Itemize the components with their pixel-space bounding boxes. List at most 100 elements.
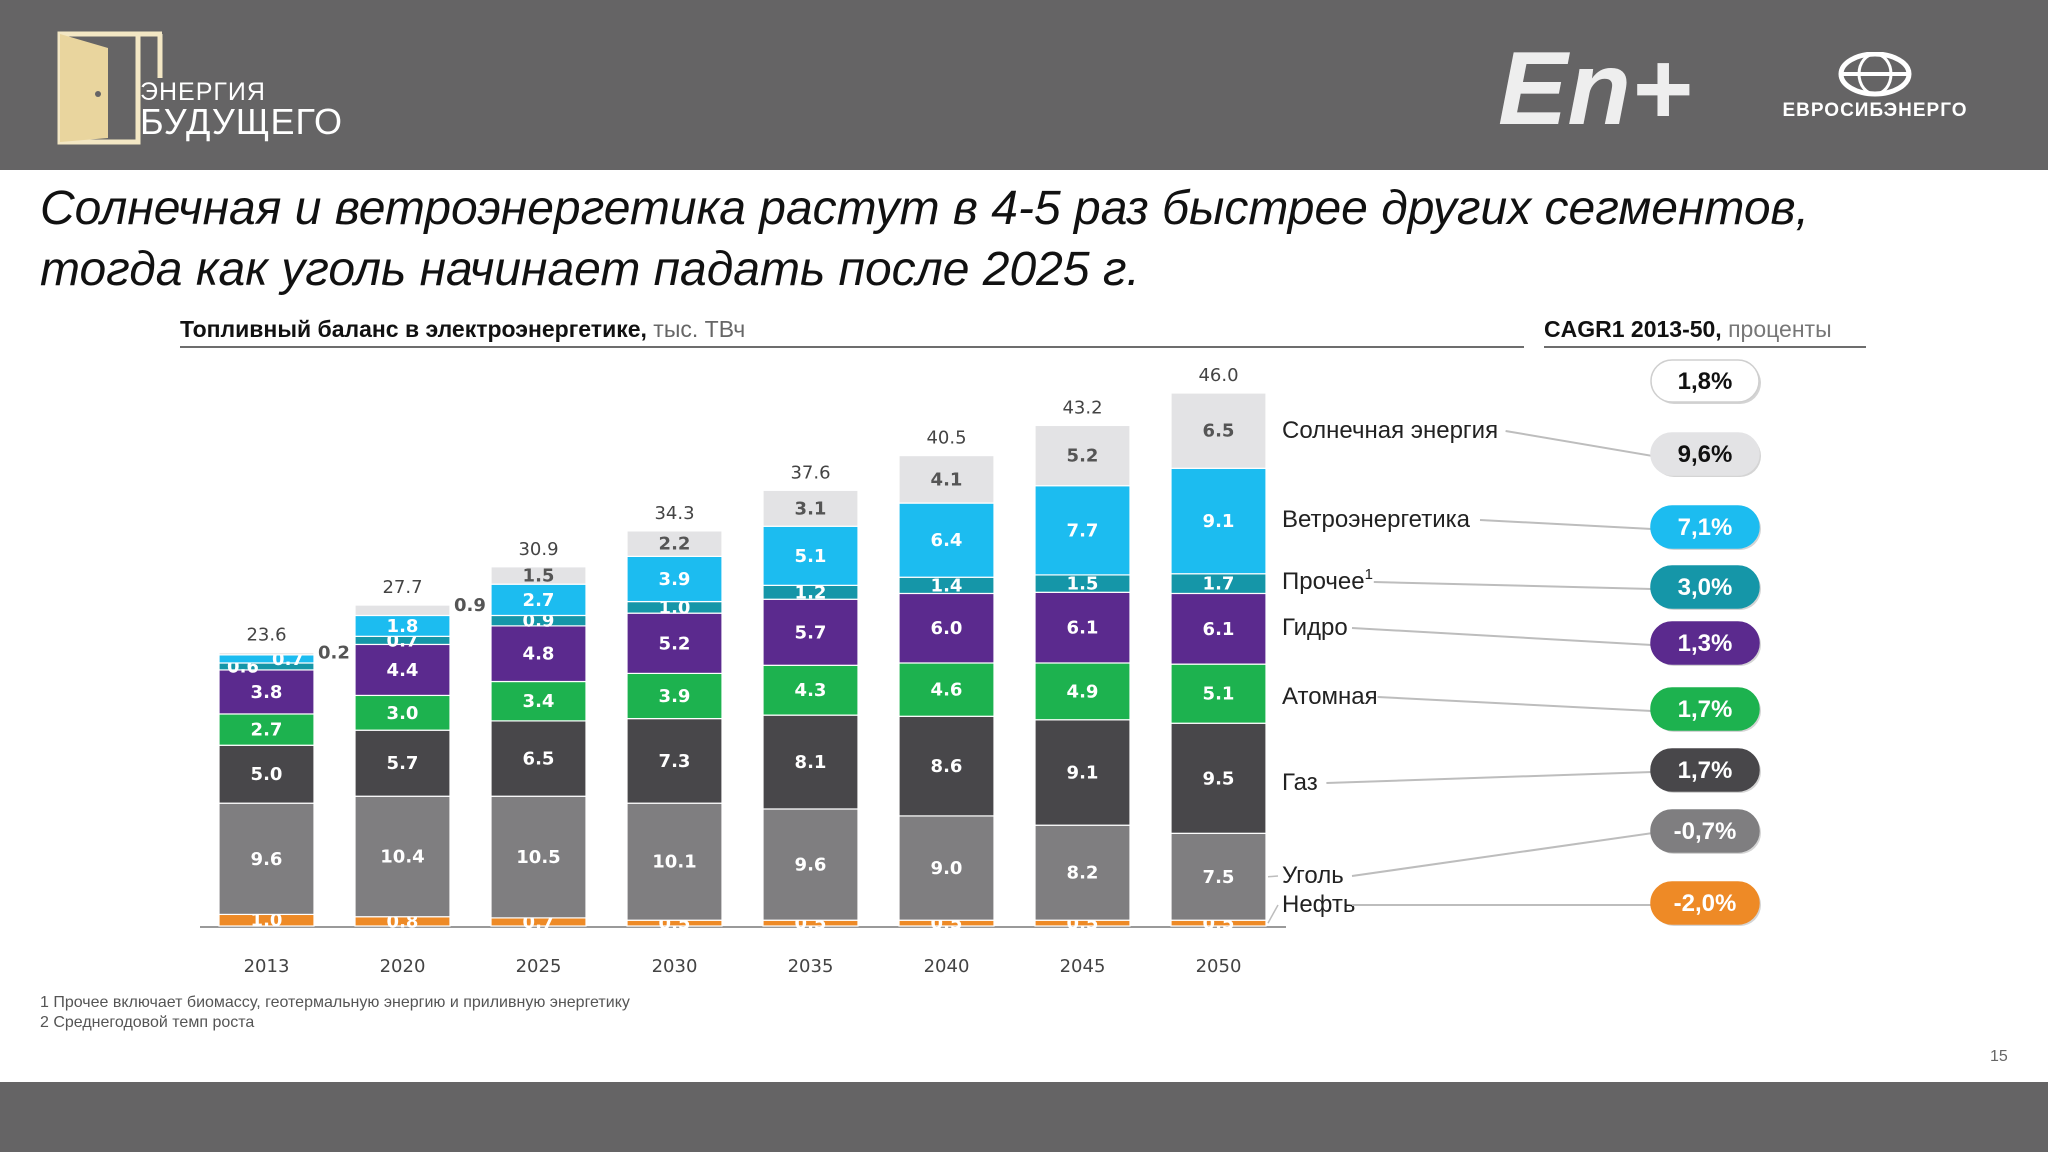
bar-segment xyxy=(762,489,859,527)
legend-label: Ветроэнергетика xyxy=(1282,506,1471,533)
cagr-value: 1,8% xyxy=(1678,368,1733,395)
footnote-1: 1 Прочее включает биомассу, геотермальну… xyxy=(40,994,630,1011)
bar-segment xyxy=(1170,392,1267,469)
bar-segment xyxy=(1034,824,1131,921)
bar-value-label: 3.1 xyxy=(795,498,827,519)
cagr-value: 1,3% xyxy=(1678,630,1733,657)
x-tick-label: 2020 xyxy=(380,956,426,977)
bar-segment xyxy=(218,651,315,656)
bar-value-label: 8.2 xyxy=(1067,863,1099,884)
energy-future-logo: ЭНЕРГИЯ БУДУЩЕГО xyxy=(52,28,372,148)
header-bar xyxy=(0,0,2048,170)
bar-total-label: 46.0 xyxy=(1198,365,1238,386)
bar-value-label: 9.6 xyxy=(251,849,283,870)
globe-icon xyxy=(1838,51,1912,97)
legend-label: Уголь xyxy=(1282,862,1344,889)
bar-segment xyxy=(1034,662,1131,721)
bar-value-label: 4.9 xyxy=(1067,681,1099,702)
cagr-pill-body xyxy=(1650,432,1760,476)
bar-value-label: 1.4 xyxy=(931,575,963,596)
footnote-2: 2 Среднегодовой темп роста xyxy=(40,1014,255,1031)
cagr-pill-body xyxy=(1650,565,1760,609)
bar-value-label: 3.8 xyxy=(251,682,283,703)
eurosibenergo-logo: ЕВРОСИБЭНЕРГО xyxy=(1770,51,1980,132)
bar-value-label: 6.0 xyxy=(931,618,963,639)
bar-value-label: 5.0 xyxy=(251,764,283,785)
legend-footnote-sup: 1 xyxy=(1365,566,1373,583)
cagr-pill-body xyxy=(1650,687,1760,731)
cagr-pill-body xyxy=(1650,621,1760,665)
cagr-pill: 1,8% xyxy=(1650,359,1761,404)
cagr-value: 3,0% xyxy=(1678,574,1733,601)
series-leader-line xyxy=(1267,904,1279,924)
bar-value-label: 9.0 xyxy=(931,858,963,879)
logo-line1: ЭНЕРГИЯ xyxy=(140,78,266,106)
bar-segment xyxy=(1170,832,1267,921)
page-number: 15 xyxy=(1990,1048,2008,1065)
bar-value-label: 1.5 xyxy=(523,565,555,586)
bar-segment xyxy=(1034,591,1131,664)
bar-value-label: 7.3 xyxy=(659,751,691,772)
x-tick-label: 2025 xyxy=(516,956,562,977)
bar-value-label: 9.1 xyxy=(1203,511,1235,532)
bar-value-label: 5.7 xyxy=(795,622,827,643)
bar-value-label: 4.8 xyxy=(523,644,555,665)
slide-title: Солнечная и ветроэнергетика растут в 4-5… xyxy=(40,178,2020,300)
bar-value-label: 6.1 xyxy=(1203,619,1235,640)
bar-value-label: 5.7 xyxy=(387,753,419,774)
chart-title-unit: тыс. ТВч xyxy=(646,316,746,342)
bar-value-label: 3.4 xyxy=(523,691,555,712)
bar-segment xyxy=(354,729,451,797)
bar-value-label: 2.7 xyxy=(251,720,283,741)
bar-value-label: 5.2 xyxy=(659,633,691,654)
cagr-pill-body xyxy=(1650,881,1760,925)
cagr-value: -2,0% xyxy=(1674,890,1737,917)
bar-total-label: 40.5 xyxy=(926,428,966,449)
x-tick-label: 2050 xyxy=(1196,956,1242,977)
cagr-value: 1,7% xyxy=(1678,757,1733,784)
cagr-pill: 1,7% xyxy=(1650,748,1761,793)
bar-segment xyxy=(354,604,451,617)
cagr-pill: -0,7% xyxy=(1650,809,1761,854)
bar-value-label: 1.0 xyxy=(251,910,283,931)
chart-legend: Солнечная энергия Ветроэнергетика Прочее1 Г… xyxy=(1267,417,1654,924)
bar-segment xyxy=(898,715,995,817)
cagr-pill-body xyxy=(1650,748,1760,792)
bar-value-label: 1.8 xyxy=(387,616,419,637)
bar-value-label: 9.1 xyxy=(1067,762,1099,783)
en-plus-logo: En+ xyxy=(1498,31,1716,147)
bar-segment xyxy=(490,795,587,919)
bar-value-label: 1.0 xyxy=(659,597,691,618)
bar-value-label: 7.7 xyxy=(1067,520,1099,541)
bar-value-label: 0.9 xyxy=(454,595,486,616)
bar-total-label: 43.2 xyxy=(1062,397,1102,418)
bar-segment xyxy=(626,555,723,603)
bar-segment xyxy=(1034,424,1131,487)
bar-segment xyxy=(490,566,587,585)
bar-value-label: 3.0 xyxy=(387,703,419,724)
bar-value-label: 6.5 xyxy=(523,749,555,770)
bar-segment xyxy=(218,744,315,804)
cagr-title-unit: проценты xyxy=(1721,316,1832,342)
chart-title: Топливный баланс в электроэнергетике, ты… xyxy=(180,316,745,343)
cagr-value: -0,7% xyxy=(1674,818,1737,845)
cagr-pill-body xyxy=(1650,809,1760,853)
cagr-value: 1,7% xyxy=(1678,696,1733,723)
bar-segment xyxy=(490,625,587,683)
legend-connector xyxy=(1373,581,1654,590)
bar-value-label: 9.5 xyxy=(1203,768,1235,789)
legend-connector xyxy=(1351,627,1654,646)
bar-segment xyxy=(354,795,451,918)
bar-value-label: 1.5 xyxy=(1067,574,1099,595)
legend-connector xyxy=(1377,696,1654,712)
chart-title-bold: Топливный баланс в электроэнергетике, xyxy=(180,316,647,342)
legend-label: Солнечная энергия xyxy=(1282,417,1498,444)
bar-total-label: 27.7 xyxy=(382,577,422,598)
cagr-pill: 1,7% xyxy=(1650,687,1761,732)
bar-segment xyxy=(218,802,315,916)
bar-value-label: 3.9 xyxy=(659,569,691,590)
door-icon xyxy=(57,31,163,145)
cagr-pills: 1,8% 9,6% 7,1% 3,0% 1,3% 1,7% 1,7% -0,7% -2,0% xyxy=(1650,359,1761,926)
chart-title-rule xyxy=(180,346,1524,348)
